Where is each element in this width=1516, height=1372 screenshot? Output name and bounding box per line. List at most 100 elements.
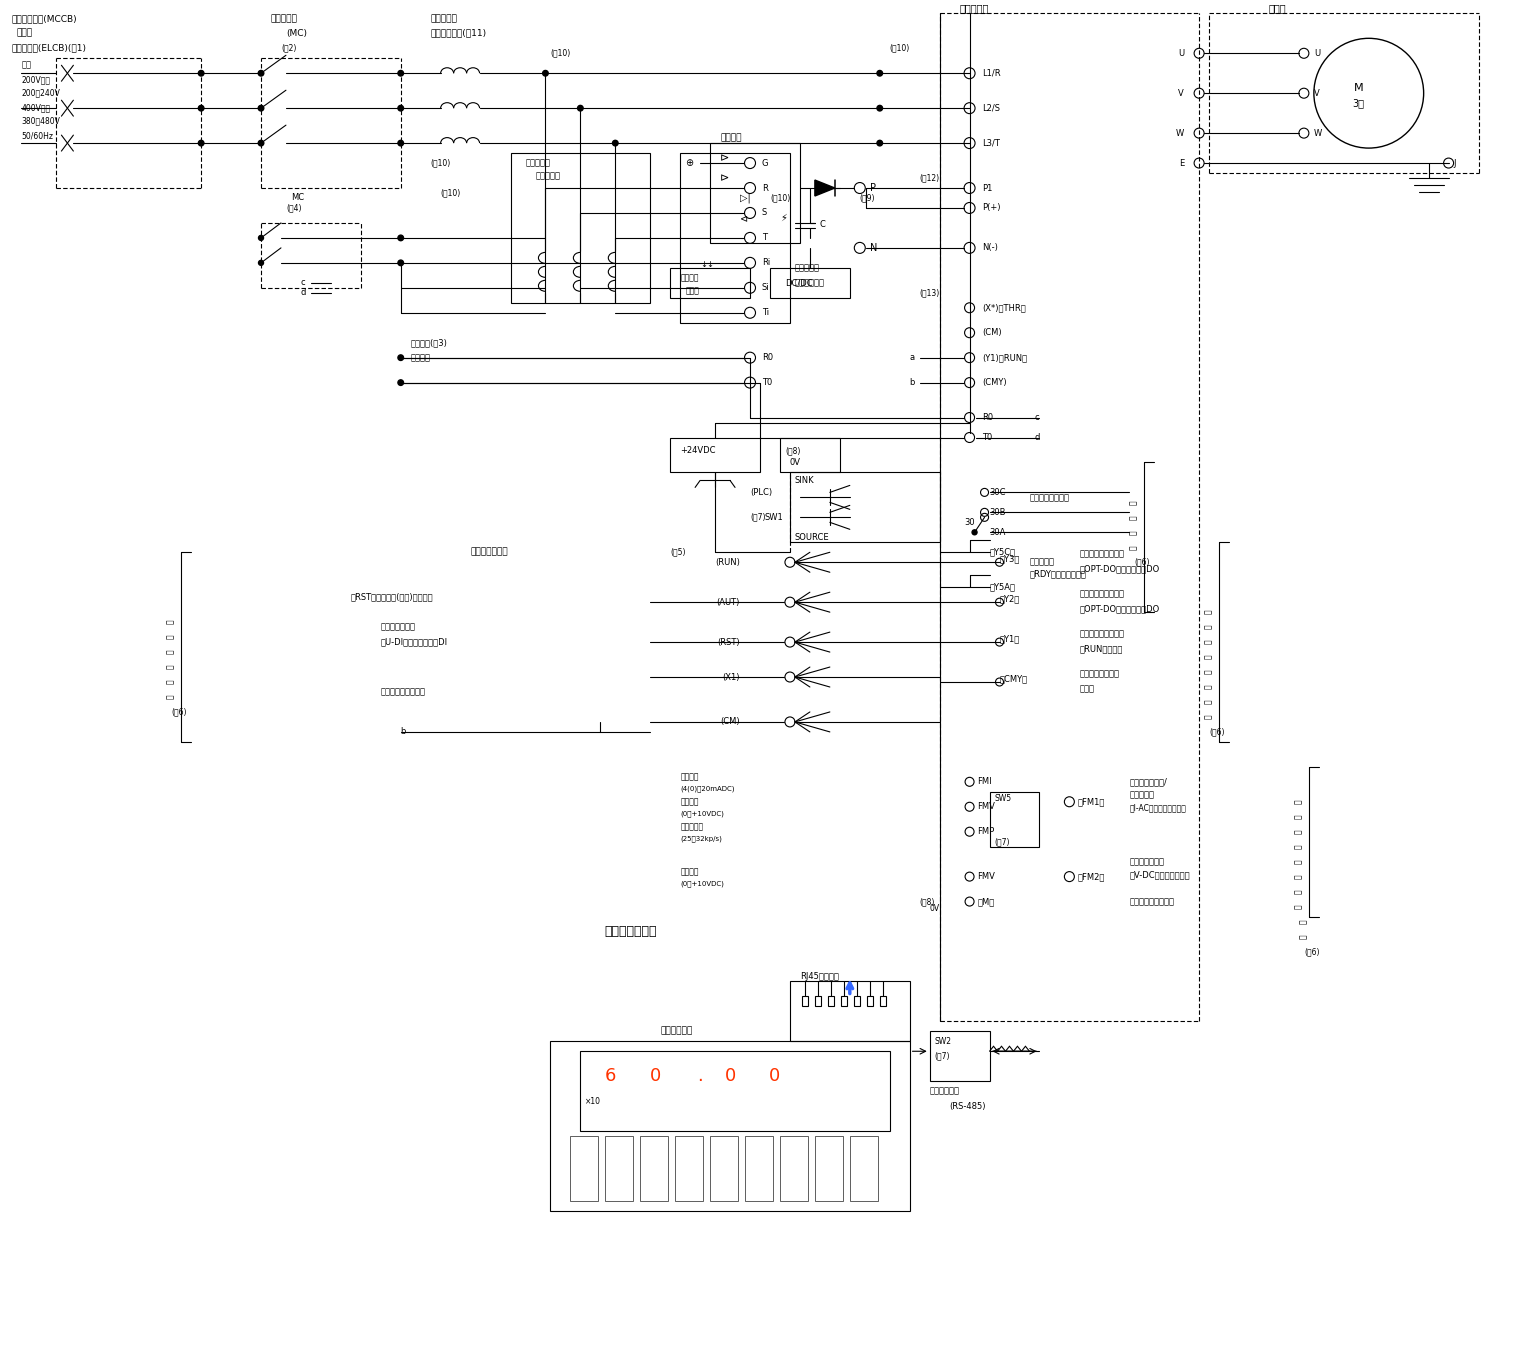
Text: 回生コンバータ: 回生コンバータ (603, 925, 656, 938)
Text: (0～+10VDC): (0～+10VDC) (681, 811, 725, 818)
Text: 200V系列: 200V系列 (21, 75, 50, 85)
Bar (779, 1136, 808, 1200)
Circle shape (972, 530, 976, 535)
Text: d: d (302, 288, 306, 298)
Text: M: M (1354, 84, 1363, 93)
Text: ⊳: ⊳ (720, 154, 729, 163)
Text: ト: ト (1204, 609, 1213, 615)
Bar (570, 1136, 599, 1200)
Circle shape (543, 70, 549, 75)
Text: a: a (910, 353, 914, 362)
Circle shape (199, 140, 205, 145)
Bar (929, 1032, 990, 1081)
Text: 力: 力 (1204, 715, 1213, 719)
Text: FMP: FMP (978, 827, 994, 836)
Text: 力: 力 (167, 694, 176, 700)
Text: (注13): (注13) (920, 288, 940, 298)
Text: ジ: ジ (1204, 654, 1213, 660)
Bar (670, 438, 760, 472)
Bar (511, 154, 650, 303)
Text: (注10): (注10) (770, 193, 790, 203)
Text: C: C (820, 221, 826, 229)
Text: トランジスタ出力３: トランジスタ出力３ (1079, 550, 1125, 558)
Circle shape (876, 106, 882, 111)
Text: b: b (910, 379, 916, 387)
Text: ル: ル (1295, 889, 1302, 895)
Bar (816, 996, 820, 1006)
Text: P(+): P(+) (982, 203, 1001, 213)
Text: ロ: ロ (1295, 830, 1302, 834)
Text: 電源: 電源 (21, 60, 32, 70)
Text: 30A: 30A (990, 528, 1007, 536)
Text: 6: 6 (605, 1067, 615, 1085)
Bar (581, 1051, 890, 1131)
Text: ・: ・ (1295, 859, 1302, 864)
Text: トランジスタ出力１: トランジスタ出力１ (1079, 630, 1125, 638)
Circle shape (876, 70, 882, 75)
Bar (770, 268, 850, 298)
Text: 漏電遮断器(ELCB)(注1): 漏電遮断器(ELCB)(注1) (12, 44, 86, 52)
Text: N(-): N(-) (982, 243, 999, 252)
Text: T: T (763, 233, 767, 243)
Text: 電源協調用: 電源協調用 (431, 14, 458, 23)
Text: (注10): (注10) (441, 188, 461, 198)
Text: アナログ出カコモン: アナログ出カコモン (1129, 897, 1175, 906)
Text: SW5: SW5 (994, 794, 1011, 803)
Text: Si: Si (763, 283, 770, 292)
Text: 0V: 0V (929, 904, 940, 912)
Circle shape (258, 140, 264, 145)
Text: 【FM2】: 【FM2】 (1078, 873, 1105, 881)
Text: ジ: ジ (167, 635, 176, 639)
Text: 運転・停止指令: 運転・停止指令 (470, 547, 508, 557)
Bar (709, 1136, 738, 1200)
Text: SW2: SW2 (935, 1037, 952, 1045)
Text: 補助入力: 補助入力 (411, 353, 431, 362)
Text: リレー出力: リレー出力 (1029, 558, 1055, 567)
Text: 電圧出力: 電圧出力 (681, 797, 699, 807)
Circle shape (876, 140, 882, 145)
Text: パルス出力: パルス出力 (681, 822, 703, 831)
Text: 【OPT-DO】オプションDO: 【OPT-DO】オプションDO (1079, 565, 1160, 573)
Text: ン: ン (1204, 639, 1213, 645)
Text: トランジスタ出力２: トランジスタ出力２ (1079, 590, 1125, 598)
Text: d: d (1034, 434, 1040, 442)
Text: L1/R: L1/R (982, 69, 1001, 78)
Text: ⊲: ⊲ (740, 213, 749, 222)
Bar (828, 996, 834, 1006)
Text: (PLC): (PLC) (750, 488, 772, 497)
Text: 点: 点 (1129, 514, 1139, 520)
Text: DC/DC: DC/DC (785, 279, 813, 287)
Text: 30: 30 (964, 517, 975, 527)
Bar (670, 268, 750, 298)
Text: .: . (697, 1067, 703, 1085)
Circle shape (397, 140, 403, 145)
Text: 【U-DI】ユニバーサルDI: 【U-DI】ユニバーサルDI (381, 638, 447, 646)
Text: SINK: SINK (794, 476, 814, 484)
Text: (注4): (注4) (287, 203, 302, 213)
Text: 〈Y5C〉: 〈Y5C〉 (990, 547, 1016, 557)
Text: (注6): (注6) (1210, 727, 1225, 737)
Text: 30B: 30B (990, 508, 1007, 517)
Text: チャージ: チャージ (681, 273, 699, 283)
Text: (注8): (注8) (785, 446, 800, 456)
Bar (675, 1136, 703, 1200)
Text: RJ45コネクタ: RJ45コネクタ (800, 971, 838, 981)
Text: 電圧検出用: 電圧検出用 (794, 263, 820, 273)
Text: P: P (870, 182, 876, 193)
Text: アナログ出力２: アナログ出力２ (1129, 858, 1164, 866)
Text: (注2): (注2) (280, 44, 296, 52)
Text: 380～480V: 380～480V (21, 117, 61, 126)
Text: 30C: 30C (990, 488, 1007, 497)
Text: c: c (1034, 413, 1038, 423)
Text: (CMY): (CMY) (982, 379, 1007, 387)
Text: リアクトル: リアクトル (535, 172, 561, 181)
Text: 配線用遮断器(MCCB): 配線用遮断器(MCCB) (12, 14, 77, 23)
Text: (RST): (RST) (717, 638, 740, 646)
Text: FMV: FMV (978, 873, 996, 881)
Text: ナ: ナ (1295, 815, 1302, 819)
Text: (0～+10VDC): (0～+10VDC) (681, 881, 725, 886)
Text: (注5): (注5) (670, 547, 685, 557)
Text: R: R (763, 184, 769, 192)
Text: P1: P1 (982, 184, 993, 192)
Text: SOURCE: SOURCE (794, 532, 829, 542)
